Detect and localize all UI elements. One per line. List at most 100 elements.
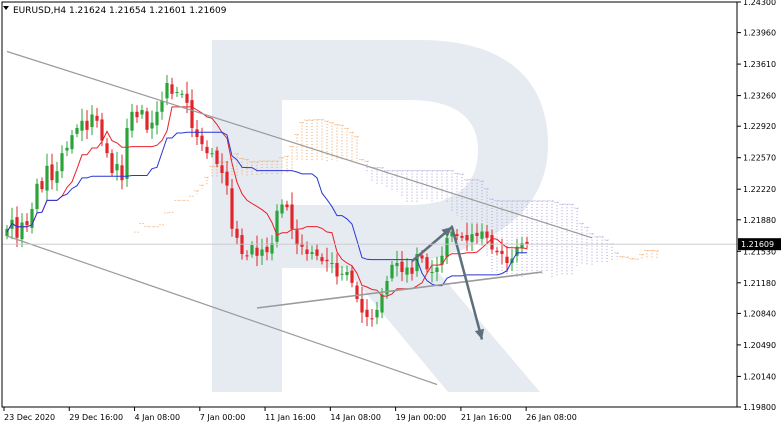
candle-body bbox=[295, 230, 299, 245]
candle-body bbox=[175, 92, 179, 93]
tenkan-sen-line bbox=[6, 106, 528, 297]
candle-body bbox=[125, 128, 129, 179]
candle-body bbox=[375, 309, 379, 318]
support-line bbox=[256, 271, 543, 309]
candle-body bbox=[315, 249, 319, 256]
annotations bbox=[2, 50, 737, 386]
candle-body bbox=[215, 150, 219, 164]
candle-body bbox=[465, 235, 469, 241]
candle-body bbox=[450, 231, 454, 237]
candle-body bbox=[490, 235, 494, 250]
symbol-header: EURUSD,H4 1.21624 1.21654 1.21601 1.2160… bbox=[13, 6, 227, 16]
candle-body bbox=[260, 249, 264, 256]
y-tick-label: 1.23610 bbox=[743, 60, 776, 69]
candle-body bbox=[385, 281, 389, 295]
candle-body bbox=[245, 255, 249, 257]
candle-body bbox=[250, 245, 254, 255]
candle-body bbox=[300, 243, 304, 247]
candle-body bbox=[455, 234, 459, 236]
x-tick-label: 23 Dec 2020 bbox=[4, 413, 55, 422]
candle-body bbox=[165, 83, 169, 99]
x-tick-label: 21 Jan 16:00 bbox=[461, 413, 512, 422]
candle-body bbox=[365, 309, 369, 317]
candle-body bbox=[425, 257, 429, 270]
candle-body bbox=[335, 263, 339, 277]
candle-body bbox=[40, 181, 44, 190]
forecast-arrow-head bbox=[474, 328, 485, 340]
candle-body bbox=[50, 164, 54, 181]
candle-body bbox=[220, 165, 224, 173]
channel-line bbox=[6, 235, 438, 386]
candle-body bbox=[480, 231, 484, 239]
candle-body bbox=[60, 153, 64, 172]
y-tick-label: 1.20140 bbox=[743, 372, 776, 381]
candle-body bbox=[95, 115, 99, 121]
candle-body bbox=[395, 263, 399, 267]
candle-body bbox=[405, 267, 409, 275]
candle-body bbox=[235, 228, 239, 238]
channel-line bbox=[6, 50, 593, 239]
candle-body bbox=[80, 120, 84, 131]
candle-body bbox=[85, 120, 89, 130]
candle-body bbox=[470, 234, 474, 242]
candle-body bbox=[380, 294, 384, 313]
candle-body bbox=[285, 204, 289, 208]
current-price-label: 1.21609 bbox=[741, 240, 774, 249]
dropdown-triangle-icon[interactable] bbox=[3, 6, 9, 10]
y-tick-label: 1.20840 bbox=[743, 309, 776, 318]
candle-body bbox=[135, 111, 139, 118]
candle-body bbox=[485, 231, 489, 238]
x-tick-label: 29 Dec 16:00 bbox=[69, 413, 123, 422]
candle-body bbox=[410, 267, 414, 274]
y-tick-label: 1.22220 bbox=[743, 185, 776, 194]
candle-body bbox=[390, 264, 394, 279]
candle-body bbox=[115, 164, 119, 171]
candle-body bbox=[325, 259, 329, 262]
candle-body bbox=[75, 128, 79, 134]
candle-body bbox=[355, 285, 359, 299]
candle-body bbox=[160, 101, 164, 112]
candle-body bbox=[205, 146, 209, 154]
candle-body bbox=[495, 250, 499, 253]
candle-body bbox=[310, 252, 314, 254]
y-tick-label: 1.23260 bbox=[743, 92, 776, 101]
y-tick-label: 1.24300 bbox=[743, 0, 776, 7]
candle-body bbox=[20, 222, 24, 240]
candle-body bbox=[65, 147, 69, 151]
candle-body bbox=[140, 110, 144, 115]
y-tick-label: 1.19800 bbox=[743, 403, 776, 412]
candle-body bbox=[190, 100, 194, 128]
x-tick-label: 19 Jan 00:00 bbox=[396, 413, 447, 422]
y-tick-label: 1.21180 bbox=[743, 279, 776, 288]
candle-body bbox=[445, 237, 449, 258]
candle-body bbox=[255, 247, 259, 256]
x-tick-label: 4 Jan 08:00 bbox=[135, 413, 181, 422]
candle-body bbox=[415, 254, 419, 272]
candle-body bbox=[120, 165, 124, 181]
candle-body bbox=[185, 93, 189, 103]
candle-body bbox=[305, 249, 309, 254]
y-tick-label: 1.21880 bbox=[743, 216, 776, 225]
y-tick-label: 1.22920 bbox=[743, 122, 776, 131]
y-tick-label: 1.20490 bbox=[743, 341, 776, 350]
candle-body bbox=[400, 261, 404, 272]
candle-body bbox=[130, 111, 134, 131]
candle-body bbox=[320, 257, 324, 262]
candle-body bbox=[225, 171, 229, 186]
candle-body bbox=[290, 204, 294, 229]
y-tick-label: 1.22570 bbox=[743, 154, 776, 163]
candle-body bbox=[280, 204, 284, 214]
y-tick-label: 1.23960 bbox=[743, 29, 776, 38]
x-tick-label: 26 Jan 08:00 bbox=[526, 413, 577, 422]
candle-body bbox=[440, 255, 444, 265]
candle-body bbox=[35, 183, 39, 209]
candle-body bbox=[200, 135, 204, 145]
candle-body bbox=[505, 256, 509, 263]
candle-body bbox=[350, 270, 354, 283]
candle-body bbox=[230, 188, 234, 229]
current-price-label-bg bbox=[738, 238, 781, 251]
candle-body bbox=[145, 111, 149, 130]
candle-body bbox=[430, 272, 434, 273]
candle-body bbox=[275, 210, 279, 242]
candle-body bbox=[25, 221, 29, 226]
